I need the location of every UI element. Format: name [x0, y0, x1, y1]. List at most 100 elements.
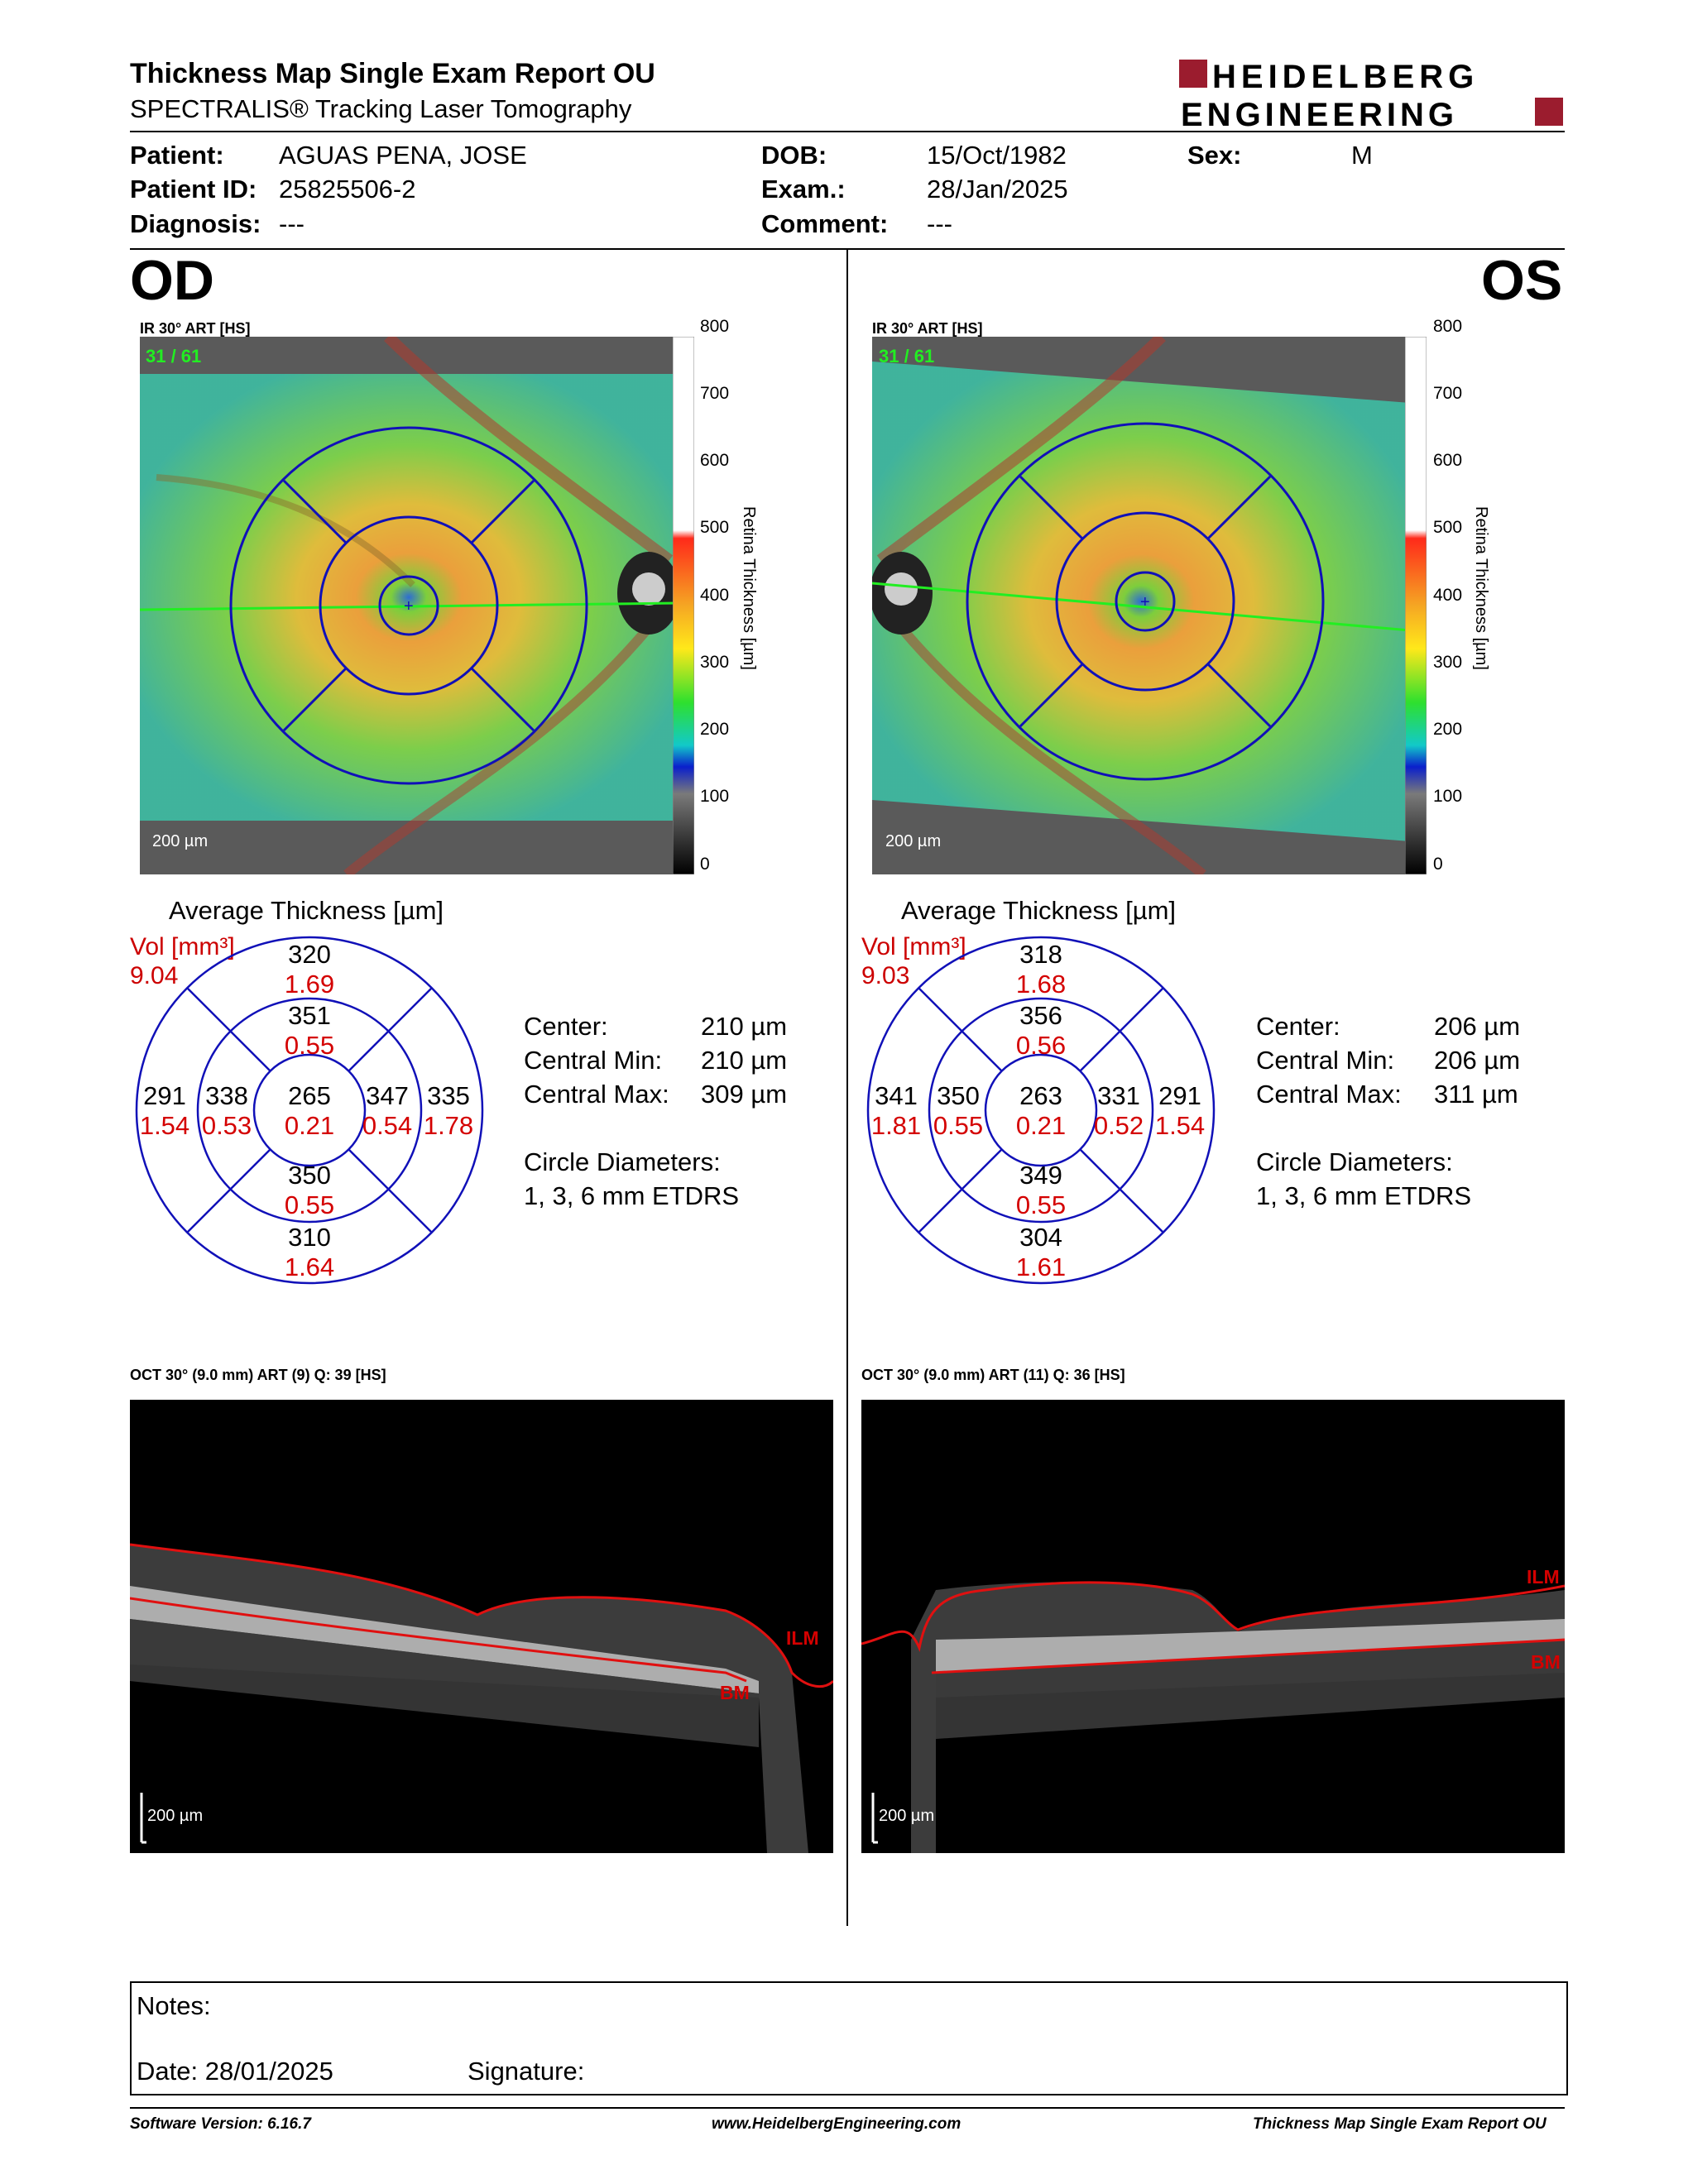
od-colorbar-title: Retina Thickness [µm] — [740, 506, 758, 670]
od-avg-title: Average Thickness [µm] — [169, 896, 444, 925]
os-outer-right-volume: 1.54 — [1154, 1111, 1206, 1140]
od-outer-inferior-thickness: 310 — [288, 1223, 331, 1252]
os-outer-inferior-thickness: 304 — [1019, 1223, 1062, 1252]
os-inner-right-thickness: 331 — [1097, 1081, 1140, 1110]
os-cbar-tick: 200 — [1433, 720, 1463, 739]
patient-id-label: Patient ID: — [130, 175, 257, 204]
os-circle-value: 1, 3, 6 mm ETDRS — [1256, 1181, 1472, 1210]
os-cbar-tick: 400 — [1433, 586, 1463, 605]
od-oct-label: OCT 30° (9.0 mm) ART (9) Q: 39 [HS] — [130, 1367, 386, 1383]
od-central-min-label: Central Min: — [524, 1046, 663, 1075]
od-thickness-map: + — [140, 337, 678, 874]
od-cbar-tick: 500 — [700, 518, 730, 537]
os-cbar-tick: 0 — [1433, 855, 1443, 874]
os-thickness-map: + — [872, 337, 1410, 874]
os-inner-superior-volume: 0.56 — [1015, 1031, 1067, 1060]
report-title: Thickness Map Single Exam Report OU — [130, 58, 655, 89]
exam-value: 28/Jan/2025 — [927, 175, 1068, 204]
od-vol-label: Vol [mm³] — [130, 933, 235, 960]
os-center-value: 206 µm — [1434, 1012, 1521, 1041]
od-colorbar — [672, 336, 695, 875]
diagnosis-label: Diagnosis: — [130, 209, 261, 238]
od-ir-label: IR 30° ART [HS] — [140, 320, 251, 337]
od-outer-right-volume: 1.78 — [423, 1111, 474, 1140]
logo-line1: HEIDELBERG — [1212, 59, 1479, 95]
od-oct-scale: 200 µm — [147, 1807, 204, 1825]
od-circle-value: 1, 3, 6 mm ETDRS — [524, 1181, 740, 1210]
notes-label: Notes: — [137, 1991, 211, 2020]
od-cbar-tick: 200 — [700, 720, 730, 739]
os-avg-title: Average Thickness [µm] — [901, 896, 1177, 925]
os-central-max-label: Central Max: — [1256, 1080, 1402, 1109]
od-inner-left-volume: 0.53 — [201, 1111, 252, 1140]
os-center-volume: 0.21 — [1015, 1111, 1067, 1140]
od-inner-inferior-volume: 0.55 — [284, 1190, 335, 1219]
od-cbar-tick: 0 — [700, 855, 710, 874]
os-outer-left-volume: 1.81 — [870, 1111, 922, 1140]
od-oct-bscan — [130, 1400, 833, 1853]
os-inner-inferior-thickness: 349 — [1019, 1161, 1062, 1190]
diagnosis-value: --- — [279, 209, 305, 238]
od-center-label: Center: — [524, 1012, 608, 1041]
os-outer-superior-thickness: 318 — [1019, 940, 1062, 969]
os-cbar-tick: 700 — [1433, 384, 1463, 403]
patient-label: Patient: — [130, 141, 224, 170]
os-circle-label: Circle Diameters: — [1256, 1147, 1453, 1176]
od-central-max-value: 309 µm — [701, 1080, 788, 1109]
os-central-min-value: 206 µm — [1434, 1046, 1521, 1075]
sex-value: M — [1351, 141, 1373, 170]
footer-report-name: Thickness Map Single Exam Report OU — [1253, 2115, 1547, 2133]
exam-label: Exam.: — [761, 175, 846, 204]
od-central-min-value: 210 µm — [701, 1046, 788, 1075]
os-cbar-tick: 500 — [1433, 518, 1463, 537]
os-center-thickness: 263 — [1019, 1081, 1062, 1110]
od-bm-label: BM — [720, 1682, 750, 1703]
os-map-scale: 200 µm — [885, 832, 942, 850]
info-divider — [130, 248, 1565, 250]
os-cbar-tick: 300 — [1433, 653, 1463, 672]
footer-divider — [130, 2107, 1565, 2109]
svg-text:+: + — [1140, 593, 1150, 611]
os-inner-right-volume: 0.52 — [1093, 1111, 1144, 1140]
dob-label: DOB: — [761, 141, 827, 170]
od-center-value: 210 µm — [701, 1012, 788, 1041]
od-scan-counter: 31 / 61 — [146, 346, 202, 366]
od-inner-left-thickness: 338 — [205, 1081, 248, 1110]
od-cbar-tick: 400 — [700, 586, 730, 605]
comment-label: Comment: — [761, 209, 889, 238]
os-inner-superior-thickness: 356 — [1019, 1001, 1062, 1030]
od-map-scale: 200 µm — [152, 832, 209, 850]
os-oct-bscan — [861, 1400, 1565, 1853]
os-vol-label: Vol [mm³] — [861, 933, 966, 960]
footer-url: www.HeidelbergEngineering.com — [712, 2115, 961, 2133]
dob-value: 15/Oct/1982 — [927, 141, 1067, 170]
od-inner-superior-volume: 0.55 — [284, 1031, 335, 1060]
report-subtitle: SPECTRALIS® Tracking Laser Tomography — [130, 94, 632, 123]
header-divider — [130, 131, 1565, 132]
os-oct-scale: 200 µm — [879, 1807, 935, 1825]
os-inner-left-thickness: 350 — [937, 1081, 980, 1110]
os-colorbar — [1404, 336, 1427, 875]
od-cbar-tick: 600 — [700, 451, 730, 470]
os-center-label: Center: — [1256, 1012, 1340, 1041]
od-circle-label: Circle Diameters: — [524, 1147, 721, 1176]
os-outer-superior-volume: 1.68 — [1015, 970, 1067, 999]
os-etdrs-grid — [866, 935, 1216, 1286]
center-divider — [846, 250, 848, 1926]
svg-text:+: + — [404, 597, 414, 615]
patient-id-value: 25825506-2 — [279, 175, 416, 204]
od-cbar-tick: 800 — [700, 317, 730, 336]
od-outer-superior-volume: 1.69 — [284, 970, 335, 999]
os-ir-label: IR 30° ART [HS] — [872, 320, 983, 337]
os-scan-counter: 31 / 61 — [879, 346, 935, 366]
os-outer-left-thickness: 341 — [875, 1081, 918, 1110]
os-bm-label: BM — [1531, 1651, 1561, 1673]
os-cbar-tick: 800 — [1433, 317, 1463, 336]
od-ilm-label: ILM — [786, 1627, 819, 1649]
os-inner-left-volume: 0.55 — [933, 1111, 984, 1140]
od-cbar-tick: 100 — [700, 787, 730, 806]
od-outer-left-thickness: 291 — [143, 1081, 186, 1110]
eye-os-label: OS — [1481, 249, 1563, 312]
od-outer-right-thickness: 335 — [427, 1081, 470, 1110]
od-vol-value: 9.04 — [130, 962, 179, 989]
